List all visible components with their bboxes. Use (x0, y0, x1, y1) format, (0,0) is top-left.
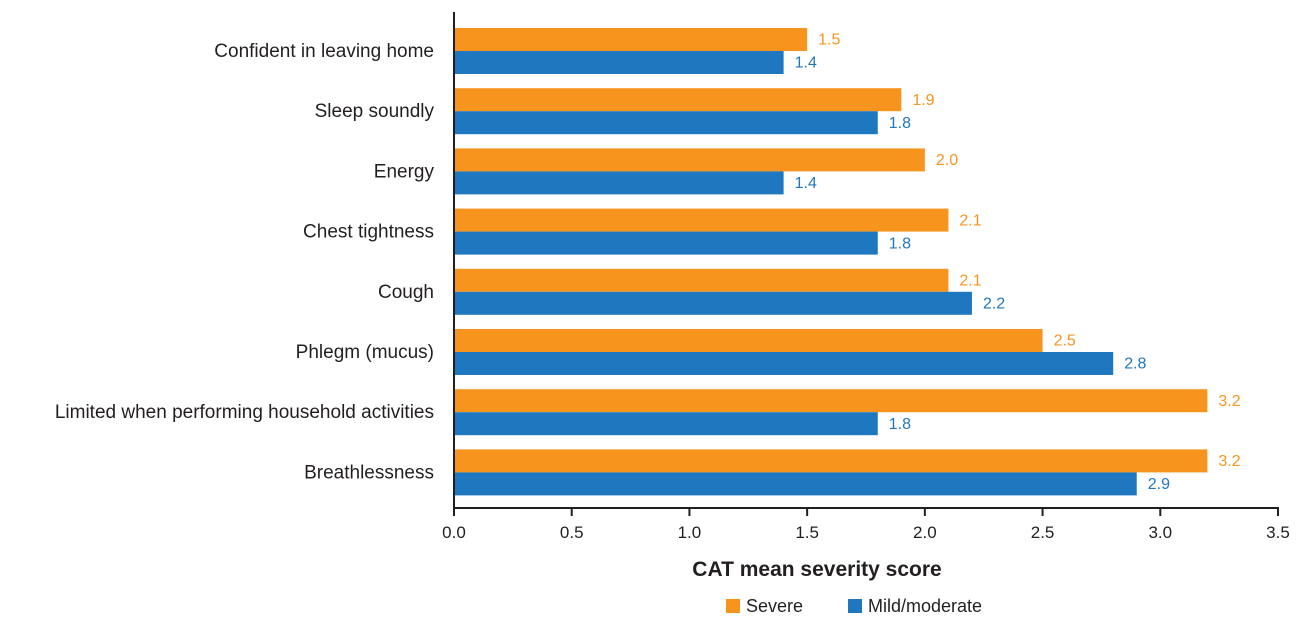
x-tick-label: 1.0 (678, 523, 702, 542)
x-tick-label: 3.0 (1148, 523, 1172, 542)
data-label: 2.8 (1124, 356, 1146, 373)
data-label: 1.4 (795, 55, 817, 72)
bar-mild-moderate (454, 171, 784, 195)
category-label: Energy (374, 161, 435, 182)
category-label: Phlegm (mucus) (296, 342, 434, 363)
bars-group (454, 28, 1208, 496)
x-tick-label: 0.5 (560, 523, 584, 542)
bar-severe (454, 449, 1208, 473)
legend-swatch (726, 599, 740, 613)
x-tick-label: 0.0 (442, 523, 466, 542)
bar-severe (454, 28, 808, 51)
data-label: 2.2 (983, 296, 1005, 313)
bar-mild-moderate (454, 51, 784, 74)
data-label: 2.5 (1054, 333, 1076, 350)
bar-severe (454, 208, 949, 232)
legend: Severe Mild/moderate (726, 596, 982, 616)
data-label: 1.8 (889, 416, 911, 433)
bar-severe (454, 88, 902, 112)
x-tick-label: 2.0 (913, 523, 937, 542)
category-label: Breathlessness (304, 462, 434, 483)
legend-swatch (848, 599, 862, 613)
bar-mild-moderate (454, 231, 878, 255)
legend-label: Mild/moderate (868, 596, 982, 616)
bar-mild-moderate (454, 291, 972, 315)
category-label: Sleep soundly (315, 101, 435, 122)
bar-mild-moderate (454, 412, 878, 436)
category-label: Chest tightness (303, 222, 434, 243)
x-axis-title: CAT mean severity score (692, 558, 941, 581)
data-label: 1.9 (912, 92, 934, 109)
category-label: Confident in leaving home (214, 41, 434, 62)
category-labels: Confident in leaving home Sleep soundly En… (55, 41, 435, 483)
data-label: 1.5 (818, 32, 840, 49)
x-tick-label: 1.5 (795, 523, 819, 542)
bar-mild-moderate (454, 472, 1137, 496)
bar-severe (454, 389, 1208, 413)
data-label: 1.8 (889, 115, 911, 132)
x-tick-label: 2.5 (1031, 523, 1055, 542)
category-label: Cough (378, 282, 434, 303)
bar-severe (454, 268, 949, 292)
value-labels: 1.51.41.91.82.01.42.11.82.12.22.52.83.21… (795, 32, 1241, 493)
data-label: 2.1 (959, 273, 981, 290)
data-label: 2.0 (936, 152, 958, 169)
x-tick-label: 3.5 (1266, 523, 1290, 542)
bar-severe (454, 329, 1043, 352)
data-label: 2.1 (959, 212, 981, 229)
data-label: 3.2 (1218, 453, 1240, 470)
x-axis-ticks: 0.0 0.5 1.0 1.5 2.0 2.5 3.0 3.5 (442, 508, 1290, 542)
legend-label: Severe (746, 596, 803, 616)
data-label: 2.9 (1148, 476, 1170, 493)
bar-mild-moderate (454, 352, 1114, 375)
data-label: 1.8 (889, 235, 911, 252)
bar-mild-moderate (454, 111, 878, 135)
data-label: 3.2 (1218, 393, 1240, 410)
data-label: 1.4 (795, 175, 817, 192)
category-label: Limited when performing household activi… (55, 402, 434, 423)
bar-severe (454, 148, 925, 172)
